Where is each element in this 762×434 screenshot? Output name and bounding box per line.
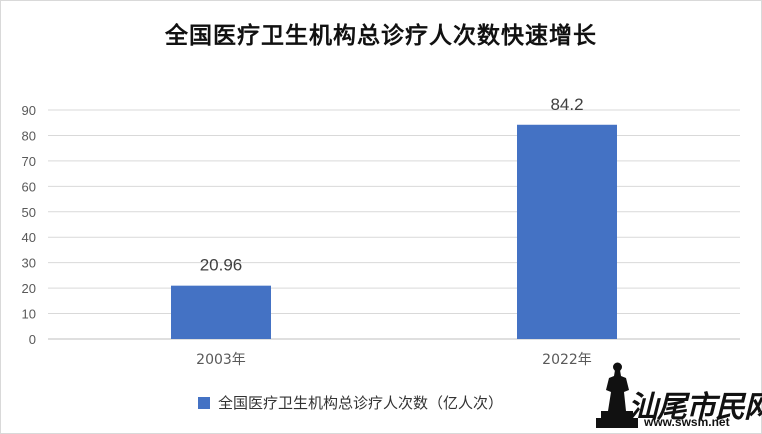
y-tick-label: 30 xyxy=(22,256,36,271)
watermark-url: www.swsm.net xyxy=(644,415,730,429)
gridlines xyxy=(48,109,740,340)
bar-1 xyxy=(517,124,617,339)
x-tick-label-0: 2003年 xyxy=(196,352,246,368)
y-axis-ticks: 0 10 20 30 40 50 60 70 80 90 xyxy=(22,103,36,347)
y-tick-label: 0 xyxy=(29,332,36,347)
y-tick-label: 40 xyxy=(22,230,36,245)
y-tick-label: 70 xyxy=(22,154,36,169)
x-tick-label-1: 2022年 xyxy=(542,352,592,368)
watermark-logo: 汕尾市民网 www.swsm.net xyxy=(592,356,762,430)
x-axis-ticks: 2003年 2022年 xyxy=(196,352,592,368)
y-tick-label: 90 xyxy=(22,103,36,118)
bars xyxy=(171,124,617,339)
legend-label: 全国医疗卫生机构总诊疗人次数（亿人次） xyxy=(218,394,504,412)
bar-0 xyxy=(171,285,271,339)
y-tick-label: 50 xyxy=(22,205,36,220)
y-tick-label: 80 xyxy=(22,128,36,143)
y-tick-label: 60 xyxy=(22,179,36,194)
data-label-0: 20.96 xyxy=(200,256,243,275)
statue-icon xyxy=(596,362,638,428)
y-tick-label: 10 xyxy=(22,307,36,322)
data-labels: 20.96 84.2 xyxy=(200,95,584,275)
chart-title: 全国医疗卫生机构总诊疗人次数快速增长 xyxy=(165,23,597,49)
watermark-text: 汕尾市民网 xyxy=(628,390,762,425)
legend: 全国医疗卫生机构总诊疗人次数（亿人次） xyxy=(198,392,503,413)
y-tick-label: 20 xyxy=(22,281,36,296)
legend-swatch xyxy=(198,396,210,409)
data-label-1: 84.2 xyxy=(550,95,583,114)
